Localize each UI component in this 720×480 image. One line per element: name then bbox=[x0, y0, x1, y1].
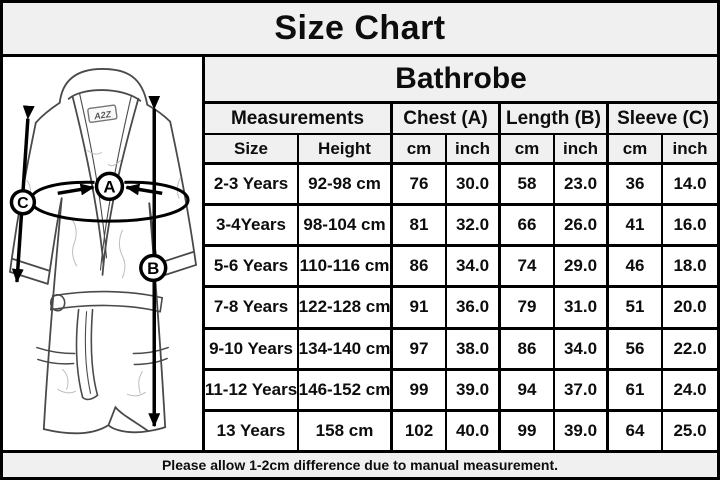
chest-cm-cell: 81 bbox=[393, 206, 447, 245]
chest-cm-cell: 91 bbox=[393, 288, 447, 327]
sub-header-row: Size Height cm inch cm inch cm inch bbox=[205, 135, 717, 165]
size-table: Bathrobe Measurements Chest (A) Length (… bbox=[205, 57, 717, 450]
height-cell: 110-116 cm bbox=[299, 247, 393, 286]
table-row: 13 Years 158 cm 102 40.0 99 39.0 64 25.0 bbox=[205, 411, 717, 450]
chest-inch-cell: 32.0 bbox=[447, 206, 501, 245]
height-cell: 134-140 cm bbox=[299, 329, 393, 368]
robe-outline bbox=[9, 68, 197, 435]
sleeve-inch-cell: 25.0 bbox=[673, 420, 707, 440]
chest-arrow-right bbox=[125, 183, 163, 196]
sleeve-inch-cell: 18.0 bbox=[673, 256, 707, 276]
size-cell: 5-6 Years bbox=[205, 247, 299, 286]
table-row: 2-3 Years 92-98 cm 76 30.0 58 23.0 36 14… bbox=[205, 165, 717, 207]
size-cell: 9-10 Years bbox=[205, 329, 299, 368]
sleeve-inch-header: inch bbox=[672, 138, 708, 158]
length-cm-cell: 86 bbox=[501, 329, 555, 368]
chest-badge-circle bbox=[94, 171, 125, 202]
length-cm-cell: 94 bbox=[501, 370, 555, 409]
bathrobe-illustration-panel: A2Z A B C bbox=[3, 57, 205, 450]
sleeve-inch-cell: 20.0 bbox=[673, 297, 707, 317]
length-cm-cell: 66 bbox=[501, 206, 555, 245]
sleeve-cm-header: cm bbox=[609, 135, 663, 162]
chest-cm-cell: 76 bbox=[393, 165, 447, 204]
chest-cm-cell: 97 bbox=[393, 329, 447, 368]
table-row: 3-4Years 98-104 cm 81 32.0 66 26.0 41 16… bbox=[205, 206, 717, 248]
height-cell: 98-104 cm bbox=[299, 206, 393, 245]
group-header-row: Measurements Chest (A) Length (B) Sleeve… bbox=[205, 104, 717, 135]
size-cell: 7-8 Years bbox=[205, 288, 299, 327]
length-cm-header: cm bbox=[501, 135, 555, 162]
sleeve-cm-cell: 56 bbox=[609, 329, 663, 368]
chest-inch-cell: 39.0 bbox=[447, 370, 501, 409]
page-title: Size Chart bbox=[3, 3, 717, 57]
measurements-header: Measurements bbox=[205, 104, 393, 133]
size-cell: 2-3 Years bbox=[205, 165, 299, 204]
sleeve-cm-cell: 36 bbox=[609, 165, 663, 204]
length-inch-cell: 26.0 bbox=[555, 206, 609, 245]
sleeve-inch-cell: 16.0 bbox=[673, 215, 707, 235]
size-cell: 3-4Years bbox=[205, 206, 299, 245]
chest-cm-cell: 102 bbox=[393, 411, 447, 450]
length-badge-circle bbox=[139, 253, 168, 283]
table-row: 9-10 Years 134-140 cm 97 38.0 86 34.0 56… bbox=[205, 329, 717, 371]
sleeve-header: Sleeve (C) bbox=[617, 107, 709, 129]
size-column-header: Size bbox=[205, 135, 299, 162]
chest-arrow-left bbox=[57, 183, 95, 196]
chest-inch-cell: 36.0 bbox=[447, 288, 501, 327]
chest-inch-cell: 34.0 bbox=[447, 247, 501, 286]
chest-badge-label: A bbox=[103, 177, 115, 196]
chest-inch-header: inch bbox=[447, 135, 501, 162]
length-header: Length (B) bbox=[501, 104, 609, 133]
height-cell: 122-128 cm bbox=[299, 288, 393, 327]
length-inch-cell: 29.0 bbox=[555, 247, 609, 286]
product-name-header: Bathrobe bbox=[205, 57, 717, 104]
main-area: A2Z A B C bbox=[3, 57, 717, 450]
height-cell: 158 cm bbox=[299, 411, 393, 450]
chest-cm-header: cm bbox=[393, 135, 447, 162]
brand-tag: A2Z bbox=[87, 104, 118, 123]
chest-header: Chest (A) bbox=[393, 104, 501, 133]
chest-circumference-arc bbox=[29, 180, 190, 223]
footer-note: Please allow 1-2cm difference due to man… bbox=[3, 450, 717, 477]
length-inch-cell: 23.0 bbox=[555, 165, 609, 204]
length-cm-cell: 74 bbox=[501, 247, 555, 286]
size-cell: 11-12 Years bbox=[205, 370, 299, 409]
height-column-header: Height bbox=[299, 135, 393, 162]
table-row: 5-6 Years 110-116 cm 86 34.0 74 29.0 46 … bbox=[205, 247, 717, 289]
length-inch-cell: 34.0 bbox=[555, 329, 609, 368]
sleeve-badge-circle bbox=[9, 189, 37, 216]
size-cell: 13 Years bbox=[205, 411, 299, 450]
sleeve-inch-cell: 24.0 bbox=[673, 379, 707, 399]
table-row: 7-8 Years 122-128 cm 91 36.0 79 31.0 51 … bbox=[205, 288, 717, 330]
sleeve-cm-cell: 51 bbox=[609, 288, 663, 327]
length-cm-cell: 99 bbox=[501, 411, 555, 450]
chest-inch-cell: 40.0 bbox=[447, 411, 501, 450]
sleeve-inch-cell: 22.0 bbox=[673, 338, 707, 358]
chest-cm-cell: 86 bbox=[393, 247, 447, 286]
sleeve-cm-cell: 61 bbox=[609, 370, 663, 409]
length-inch-header: inch bbox=[555, 135, 609, 162]
height-cell: 92-98 cm bbox=[299, 165, 393, 204]
table-row: 11-12 Years 146-152 cm 99 39.0 94 37.0 6… bbox=[205, 370, 717, 412]
length-inch-cell: 39.0 bbox=[555, 411, 609, 450]
sleeve-cm-cell: 64 bbox=[609, 411, 663, 450]
sleeve-inch-cell: 14.0 bbox=[673, 174, 707, 194]
brand-tag-label: A2Z bbox=[93, 109, 113, 121]
length-cm-cell: 79 bbox=[501, 288, 555, 327]
height-cell: 146-152 cm bbox=[299, 370, 393, 409]
sleeve-cm-cell: 46 bbox=[609, 247, 663, 286]
measurement-badges: A B C bbox=[9, 171, 168, 283]
chest-cm-cell: 99 bbox=[393, 370, 447, 409]
length-inch-cell: 31.0 bbox=[555, 288, 609, 327]
sleeve-badge-label: C bbox=[17, 195, 29, 212]
length-cm-cell: 58 bbox=[501, 165, 555, 204]
robe-pockets bbox=[36, 346, 169, 366]
length-inch-cell: 37.0 bbox=[555, 370, 609, 409]
length-badge-label: B bbox=[147, 259, 159, 278]
bathrobe-sketch-illustration: A2Z A B C bbox=[9, 68, 197, 435]
sleeve-cm-cell: 41 bbox=[609, 206, 663, 245]
chest-inch-cell: 38.0 bbox=[447, 329, 501, 368]
chest-inch-cell: 30.0 bbox=[447, 165, 501, 204]
